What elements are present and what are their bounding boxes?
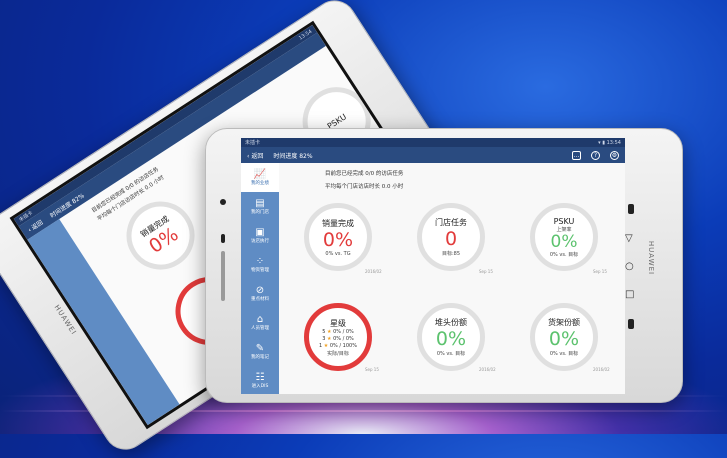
sidebar-item-performance[interactable]: 📈 我的业绩	[241, 163, 279, 192]
card-sub: 0% vs. 目标	[549, 351, 579, 357]
card-value: 0%	[548, 328, 580, 350]
card-value: 0%	[322, 228, 354, 251]
star-value: 0% / 100%	[329, 342, 357, 349]
help-icon[interactable]: ?	[591, 150, 600, 160]
store-icon: ▤	[255, 198, 265, 209]
card-subtitle: 上架率	[556, 226, 572, 233]
sidebar-item-key-materials[interactable]: ⊘ 重点材料	[241, 279, 279, 308]
sidebar-item-label: 人员管理	[251, 326, 269, 331]
brand-label: HUAWEI	[647, 240, 656, 276]
star-row: 3 ★ 0% / 0%	[322, 336, 354, 343]
card-psku[interactable]: PSKU 上架率 0% 0% vs. 目标	[530, 203, 598, 271]
camera	[220, 199, 226, 205]
speaker-grille	[221, 251, 225, 301]
card-date: Sep 15	[593, 269, 607, 274]
star-icon: ★	[326, 328, 332, 335]
card-title: 销量完成	[322, 218, 354, 228]
sidebar-item-materials[interactable]: ⁘ 物资管理	[241, 250, 279, 279]
card-date: 2016/02	[593, 367, 610, 372]
card-sub: 0% vs. TG	[325, 250, 351, 257]
card-date: 2016/02	[479, 367, 496, 372]
note-icon: ✎	[255, 343, 265, 354]
back-button[interactable]: ‹ 返回	[247, 152, 264, 160]
star-row: 1 ★ 0% / 100%	[319, 343, 357, 350]
front-tablet: ▽ ○ □ HUAWEI 未插卡 ▾ ▮ 13:54 ‹ 返回 时间进度 82% …	[205, 128, 683, 403]
clock: 13:54	[606, 139, 621, 146]
status-bar: 未插卡 ▾ ▮ 13:54	[241, 138, 625, 147]
card-sales[interactable]: 销量完成 0% 0% vs. TG	[304, 203, 372, 271]
speaker	[628, 319, 634, 329]
main-content: 目前您已经完成 0/0 的访店任务 平均每个门店访店时长 0.0 小时 销量完成…	[279, 163, 625, 394]
star-level: 5	[322, 328, 326, 335]
back-nav-icon[interactable]: ▽	[625, 233, 633, 244]
sidebar-item-people[interactable]: ⌂ 人员管理	[241, 308, 279, 337]
star-row: 5 ★ 0% / 0%	[322, 329, 354, 336]
star-icon: ★	[326, 335, 332, 342]
sidebar-item-label: 访店执行	[251, 239, 269, 244]
sidebar-item-dis[interactable]: ☷ 进入DIS	[241, 366, 279, 394]
card-sub: 0% vs. 目标	[549, 251, 579, 258]
chart-icon: 📈	[253, 169, 267, 180]
speaker	[628, 204, 634, 214]
clipboard-icon: ▣	[255, 227, 265, 238]
carrier: 未插卡	[245, 140, 261, 146]
list-icon: ☷	[255, 372, 265, 383]
star-level: 3	[322, 335, 326, 342]
card-date: Sep 15	[479, 269, 493, 274]
star-value: 0% / 0%	[333, 328, 354, 335]
card-date: 2016/02	[365, 269, 382, 274]
nav-bar: ‹ 返回 时间进度 82% …? ⚙	[241, 147, 625, 163]
card-sub: 目标:85	[441, 251, 461, 257]
people-icon: ⌂	[256, 314, 264, 325]
star-value: 0% / 0%	[333, 335, 354, 342]
message-icon[interactable]: …	[572, 150, 581, 160]
sidebar-item-label: 我的业绩	[251, 181, 269, 186]
card-endcap-share[interactable]: 堆头份额 0% 0% vs. 目标	[417, 303, 485, 371]
card-sub: 0% vs. 目标	[436, 351, 466, 357]
sidebar-item-label: 重点材料	[251, 297, 269, 302]
recent-nav-icon[interactable]: □	[625, 289, 635, 300]
summary-line: 目前您已经完成 0/0 的访店任务	[325, 171, 404, 177]
sensor	[221, 234, 225, 243]
home-nav-icon[interactable]: ○	[625, 261, 634, 272]
card-shelf-share[interactable]: 货架份额 0% 0% vs. 目标	[530, 303, 598, 371]
card-sub: 实际/目标	[327, 350, 349, 357]
sidebar-item-label: 物资管理	[251, 268, 269, 273]
sidebar-item-label: 我的门店	[251, 210, 269, 215]
card-title: 堆头份额	[435, 318, 467, 327]
grid-icon: ⁘	[255, 256, 265, 267]
summary-line: 平均每个门店访店时长 0.0 小时	[325, 184, 404, 190]
star-level: 1	[319, 342, 323, 349]
sidebar-item-stores[interactable]: ▤ 我的门店	[241, 192, 279, 221]
card-value: 0%	[550, 231, 578, 252]
card-title: PSKU	[553, 216, 575, 226]
card-date: Sep 15	[365, 367, 379, 372]
screen: 未插卡 ▾ ▮ 13:54 ‹ 返回 时间进度 82% …? ⚙ 📈 我的业绩 ▤ 我的…	[241, 138, 625, 394]
sidebar-item-label: 进入DIS	[251, 384, 269, 389]
paperclip-icon: ⊘	[255, 285, 265, 296]
card-value: 0	[444, 228, 458, 250]
star-icon: ★	[323, 342, 329, 349]
card-title: 星级	[330, 318, 346, 328]
card-store-tasks[interactable]: 门店任务 0 目标:85	[417, 203, 485, 271]
sidebar-item-notes[interactable]: ✎ 我的笔记	[241, 337, 279, 366]
sidebar-item-label: 我的笔记	[251, 355, 269, 360]
back-label: 返回	[251, 152, 264, 160]
sidebar: 📈 我的业绩 ▤ 我的门店 ▣ 访店执行 ⁘ 物资管理 ⊘ 重点材料 ⌂ 人员管理 ✎ 我的笔…	[241, 163, 279, 394]
card-stars[interactable]: 星级 5 ★ 0% / 0% 3 ★ 0% / 0% 1 ★ 0% / 100%…	[304, 303, 372, 371]
status-icons: ▾ ▮ 13:54	[598, 139, 621, 146]
progress-label: 时间进度 82%	[273, 152, 313, 160]
card-title: 门店任务	[435, 218, 467, 227]
sidebar-item-visit[interactable]: ▣ 访店执行	[241, 221, 279, 250]
card-value: 0%	[435, 328, 467, 350]
gear-icon[interactable]: ⚙	[610, 150, 619, 160]
card-title: 货架份额	[548, 318, 580, 327]
